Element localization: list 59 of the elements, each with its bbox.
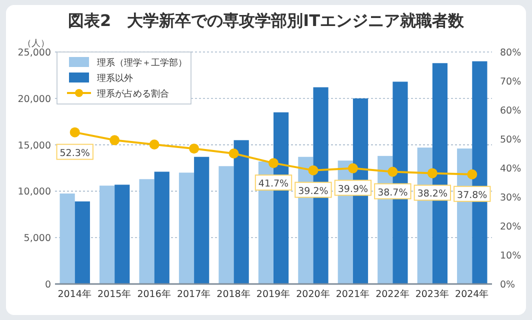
- y-tick-label: 20,000: [18, 94, 51, 105]
- legend-label: 理系以外: [97, 73, 133, 84]
- point: [110, 135, 120, 146]
- data-label: 37.8%: [457, 190, 488, 201]
- y2-tick-label: 50%: [500, 134, 522, 146]
- x-tick-label: 2021年: [336, 288, 370, 300]
- point: [427, 168, 438, 178]
- point: [308, 165, 318, 176]
- y-axis-title: （人）: [22, 38, 50, 49]
- data-label: 52.3%: [60, 148, 90, 159]
- data-label: 41.7%: [258, 178, 289, 190]
- point: [70, 127, 80, 138]
- x-tick-label: 2017年: [176, 288, 212, 300]
- bar: [74, 201, 90, 284]
- bar: [218, 166, 234, 284]
- x-tick-label: 2015年: [97, 288, 132, 300]
- point: [189, 144, 200, 154]
- y2-tick-label: 60%: [500, 106, 522, 116]
- data-label: 38.2%: [417, 188, 448, 200]
- data-label: 38.7%: [378, 187, 408, 198]
- y2-tick-label: 20%: [500, 222, 522, 232]
- point: [467, 169, 478, 180]
- x-tick-label: 2018年: [216, 288, 251, 300]
- bar: [60, 194, 75, 284]
- point: [268, 158, 278, 168]
- bar: [194, 156, 210, 284]
- y2-tick-label: 40%: [500, 164, 522, 174]
- x-tick-label: 2022年: [376, 288, 410, 300]
- y2-tick-label: 10%: [500, 250, 522, 262]
- x-tick-label: 2016年: [137, 288, 172, 300]
- legend-label: 理系（理学＋工学部）: [97, 58, 187, 68]
- y-tick-label: 15,000: [18, 140, 51, 152]
- point: [149, 140, 160, 150]
- point: [348, 163, 358, 174]
- x-tick-label: 2024年: [455, 288, 490, 300]
- bar: [139, 179, 154, 284]
- data-label: 39.9%: [338, 184, 368, 195]
- y2-tick-label: 70%: [500, 76, 522, 88]
- y2-tick-label: 80%: [500, 48, 522, 58]
- y-tick-label: 25,000: [18, 48, 51, 58]
- x-tick-label: 2023年: [415, 288, 450, 300]
- bar: [178, 172, 194, 284]
- bar: [154, 172, 170, 284]
- legend-label: 理系が占める割合: [97, 88, 169, 100]
- y2-tick-label: 0%: [500, 280, 516, 290]
- x-tick-label: 2014年: [58, 288, 92, 300]
- y-tick-label: 10,000: [18, 186, 51, 198]
- data-label: 39.2%: [298, 186, 328, 197]
- bar: [99, 186, 115, 284]
- chart-title: 図表2 大学新卒での専攻学部別ITエンジニア就職者数: [68, 11, 465, 30]
- x-tick-label: 2020年: [296, 288, 330, 300]
- y-tick-label: 5,000: [24, 233, 51, 244]
- point: [388, 166, 398, 177]
- point: [228, 148, 239, 158]
- bar: [114, 184, 130, 284]
- y2-tick-label: 30%: [500, 192, 522, 204]
- bar: [234, 140, 249, 284]
- x-tick-label: 2019年: [256, 288, 291, 300]
- y-tick-label: 0: [44, 280, 51, 290]
